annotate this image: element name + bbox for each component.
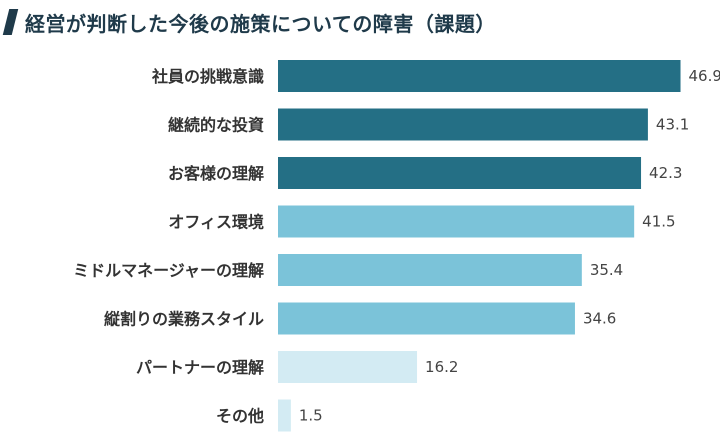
category-label: その他 [216, 407, 264, 426]
category-label: 継続的な投資 [168, 116, 264, 135]
chart-title: 経営が判断した今後の施策についての障害（課題） [2, 6, 496, 38]
bar [278, 157, 642, 189]
bar [278, 205, 635, 238]
value-label: 34.6 [583, 310, 616, 328]
bar [278, 302, 575, 335]
bar [278, 60, 681, 92]
value-label: 43.1 [656, 116, 689, 134]
bar [278, 254, 582, 286]
category-label: ミドルマネージャーの理解 [73, 261, 264, 280]
chart-title-text: 経営が判断した今後の施策についての障害（課題） [25, 11, 496, 36]
category-label: お客様の理解 [168, 164, 264, 183]
bar [278, 108, 648, 141]
bar [278, 399, 291, 432]
category-label: 縦割りの業務スタイル [104, 310, 264, 329]
category-label: 社員の挑戦意識 [151, 67, 264, 86]
value-label: 16.2 [425, 358, 458, 376]
value-label: 42.3 [649, 164, 682, 182]
value-label: 41.5 [642, 213, 675, 231]
bar [278, 351, 418, 383]
category-label: オフィス環境 [168, 213, 264, 232]
value-label: 46.9 [689, 67, 720, 85]
category-label: パートナーの理解 [136, 358, 264, 377]
value-label: 1.5 [299, 407, 323, 425]
value-label: 35.4 [590, 261, 623, 279]
